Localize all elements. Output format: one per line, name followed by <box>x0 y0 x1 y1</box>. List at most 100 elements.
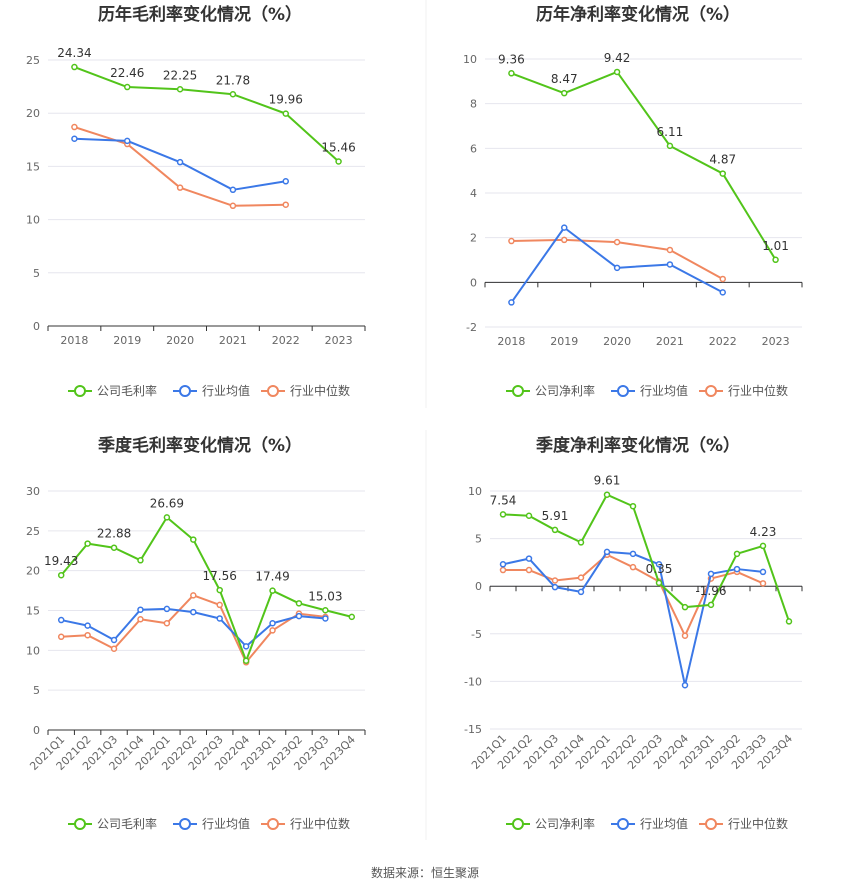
data-label: 1.01 <box>762 239 789 253</box>
data-point <box>71 135 78 142</box>
legend-item[interactable]: 行业均值 <box>173 816 250 831</box>
data-point <box>577 574 585 581</box>
data-point <box>681 632 689 639</box>
data-point <box>163 619 171 627</box>
chart-title: 季度净利率变化情况（%） <box>536 435 740 456</box>
data-point <box>551 577 559 584</box>
data-point <box>322 607 329 614</box>
data-point <box>666 246 674 254</box>
data-label: 15.03 <box>308 589 342 603</box>
data-point <box>499 511 507 518</box>
data-point <box>84 631 91 639</box>
data-label: 26.69 <box>150 496 184 510</box>
data-point <box>759 542 767 550</box>
data-point <box>282 201 289 208</box>
legend-label: 公司毛利率 <box>97 816 157 831</box>
series-3 <box>71 123 289 210</box>
data-point <box>733 550 741 558</box>
series-2 <box>499 548 767 689</box>
data-point <box>322 615 329 622</box>
series-line <box>61 594 326 664</box>
legend-swatch-marker <box>267 818 279 830</box>
y-tick-label: 2 <box>470 232 477 245</box>
data-point <box>110 645 118 652</box>
y-tick-label: 20 <box>26 107 40 120</box>
legend: 公司净利率 行业均值 行业中位数 <box>506 383 788 398</box>
x-tick-label: 2018 <box>60 334 88 347</box>
data-point <box>57 571 65 579</box>
legend-label: 公司净利率 <box>535 816 595 831</box>
x-tick-label: 2019 <box>550 335 578 348</box>
data-label: 6.11 <box>657 125 684 139</box>
legend-item[interactable]: 公司净利率 <box>506 383 595 398</box>
series-line <box>74 66 340 163</box>
legend-swatch-marker <box>179 818 191 830</box>
data-point <box>629 502 637 510</box>
data-point <box>163 514 171 521</box>
data-point <box>176 158 184 166</box>
data-point <box>137 616 144 623</box>
legend-label: 行业中位数 <box>728 816 788 831</box>
data-point <box>269 587 276 594</box>
data-point <box>84 540 91 547</box>
series-line <box>502 493 790 622</box>
legend-swatch-marker <box>617 385 629 397</box>
data-point <box>229 202 237 210</box>
data-point <box>666 261 674 268</box>
data-point <box>525 555 533 562</box>
legend-item[interactable]: 公司净利率 <box>506 816 595 831</box>
data-point <box>216 615 223 622</box>
data-point <box>137 557 144 564</box>
data-point <box>282 178 289 185</box>
legend-item[interactable]: 公司毛利率 <box>68 816 157 831</box>
legend-swatch-marker <box>705 818 717 830</box>
data-point <box>719 275 726 283</box>
legend-item[interactable]: 行业中位数 <box>699 383 788 398</box>
data-point <box>613 238 621 246</box>
x-tick-label: 2023 <box>325 334 353 347</box>
data-point <box>707 570 715 578</box>
y-tick-label: 0 <box>33 724 40 737</box>
series-3 <box>57 592 329 666</box>
legend-item[interactable]: 行业中位数 <box>261 816 350 831</box>
data-label: 22.25 <box>163 68 197 82</box>
y-tick-label: 10 <box>463 53 477 66</box>
y-tick-label: -2 <box>466 321 477 334</box>
data-point <box>655 561 663 568</box>
series-line <box>511 70 777 261</box>
legend-item[interactable]: 公司毛利率 <box>68 383 157 398</box>
legend-label: 行业均值 <box>640 816 688 831</box>
data-point <box>229 186 237 194</box>
data-point <box>499 561 507 568</box>
data-point <box>551 526 559 534</box>
legend-item[interactable]: 行业均值 <box>173 383 250 398</box>
data-label: 0.35 <box>646 562 673 576</box>
data-point <box>110 544 118 551</box>
x-tick-label: 2020 <box>603 335 631 348</box>
data-point <box>124 83 131 91</box>
y-tick-label: 0 <box>470 276 477 289</box>
x-tick-label: 2018 <box>497 335 525 348</box>
y-tick-label: 0 <box>33 320 40 333</box>
data-point <box>772 256 779 264</box>
data-point <box>242 657 250 664</box>
legend-item[interactable]: 行业均值 <box>611 816 688 831</box>
data-point <box>57 633 65 641</box>
series-2 <box>71 135 289 194</box>
legend-item[interactable]: 行业中位数 <box>261 383 350 398</box>
data-point <box>577 588 585 596</box>
chart-panel-2: 历年净利率变化情况（%） -2 0 2 4 6 8 10 2018 2019 2020 2021 202… <box>463 4 803 398</box>
legend: 公司净利率 行业均值 行业中位数 <box>506 816 788 831</box>
legend-label: 公司毛利率 <box>97 383 157 398</box>
data-label: 24.34 <box>57 46 91 60</box>
data-point <box>759 568 767 576</box>
legend-item[interactable]: 行业中位数 <box>699 816 788 831</box>
data-label: 9.61 <box>594 474 621 488</box>
legend-label: 公司净利率 <box>535 383 595 398</box>
legend-swatch-marker <box>617 818 629 830</box>
y-tick-label: 5 <box>475 533 482 546</box>
data-point <box>613 68 621 76</box>
legend-item[interactable]: 行业均值 <box>611 383 688 398</box>
data-label: 8.47 <box>551 72 578 86</box>
